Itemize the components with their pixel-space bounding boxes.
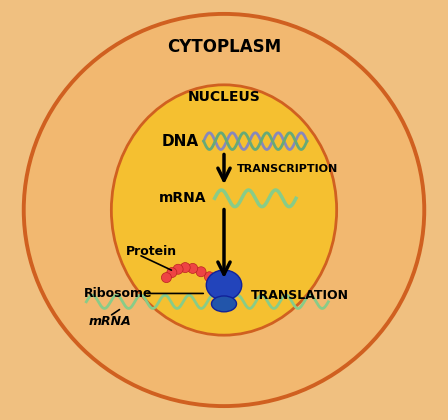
Text: mRNA: mRNA [159, 192, 206, 205]
Circle shape [180, 262, 190, 273]
Circle shape [173, 264, 183, 274]
Text: TRANSCRIPTION: TRANSCRIPTION [237, 164, 338, 174]
Text: NUCLEUS: NUCLEUS [188, 90, 260, 104]
Ellipse shape [206, 270, 242, 300]
Circle shape [204, 272, 215, 282]
Text: Protein: Protein [126, 245, 177, 258]
Ellipse shape [24, 14, 424, 406]
Ellipse shape [112, 85, 336, 335]
Text: Ribosome: Ribosome [84, 287, 153, 300]
Circle shape [196, 267, 206, 277]
Text: mRNA: mRNA [88, 315, 131, 328]
Text: TRANSLATION: TRANSLATION [251, 289, 349, 302]
Text: DNA: DNA [162, 134, 199, 149]
Circle shape [161, 273, 172, 283]
Circle shape [167, 268, 177, 278]
Ellipse shape [211, 296, 237, 312]
Circle shape [188, 263, 198, 273]
Text: CYTOPLASM: CYTOPLASM [167, 38, 281, 56]
